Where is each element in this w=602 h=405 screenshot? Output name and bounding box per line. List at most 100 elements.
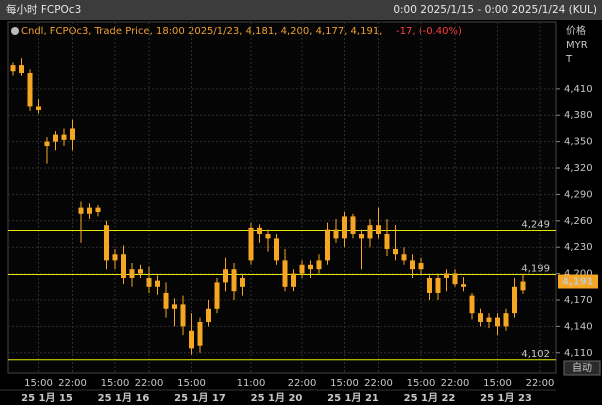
legend-text: Cndl, FCPOc3, Trade Price, 18:00 2025/1/… <box>21 26 382 37</box>
candle-body <box>95 207 101 213</box>
candle-body <box>367 225 373 239</box>
candle-body <box>469 295 475 314</box>
x-tick-label: 15:00 <box>24 378 53 389</box>
price-line-label: 4,102 <box>521 349 550 360</box>
candle-body <box>155 280 160 287</box>
date-range: 0:00 2025/1/15 - 0:00 2025/1/24 (KUL) <box>393 4 597 16</box>
candle-body <box>359 234 364 239</box>
candle-body <box>172 304 177 309</box>
plot-area <box>7 21 557 374</box>
x-tick-label: 22:00 <box>58 378 87 389</box>
price-line-label: 4,249 <box>521 219 550 230</box>
y-tick-label: 4,230 <box>564 242 593 253</box>
y-tick-label: 4,260 <box>564 216 593 227</box>
candle-body <box>333 229 339 239</box>
y-tick-label: 4,110 <box>564 348 593 359</box>
auto-button-box[interactable] <box>563 360 601 376</box>
x-tick-label: 15:00 <box>407 378 436 389</box>
candle-body <box>104 225 109 261</box>
candle-body <box>129 269 135 278</box>
y-tick-label: 4,350 <box>564 137 593 148</box>
candle-body <box>214 282 220 309</box>
candle-body <box>197 321 203 346</box>
y-tick-label: 4,290 <box>564 189 593 200</box>
candle-body <box>223 269 228 283</box>
candle-body <box>418 263 424 270</box>
candle-body <box>350 216 356 235</box>
candle-body <box>146 277 152 287</box>
x-tick-label: 22:00 <box>441 378 470 389</box>
axis-unit: 价格 <box>566 24 586 37</box>
x-tick-label: 22:00 <box>364 378 393 389</box>
y-tick-label: 4,410 <box>564 84 593 95</box>
candle-body <box>376 225 381 235</box>
candle-body <box>231 269 237 292</box>
candle-body <box>44 141 50 147</box>
candle-body <box>36 106 41 110</box>
candle-body <box>248 227 254 261</box>
candle-body <box>512 286 517 314</box>
date-label: 25 1月 21 <box>327 392 379 404</box>
x-tick-label: 15:00 <box>101 378 130 389</box>
candle-body <box>503 313 509 327</box>
candle-body <box>410 260 415 270</box>
candle-body <box>495 317 500 327</box>
y-tick-label: 4,140 <box>564 321 593 332</box>
y-tick-label: 4,380 <box>564 110 593 121</box>
date-label: 25 1月 23 <box>480 392 532 404</box>
candle-body <box>325 229 330 261</box>
candle-body <box>189 330 194 349</box>
candle-body <box>87 207 92 214</box>
candle-body <box>427 277 432 293</box>
candle-body <box>206 308 211 322</box>
candle-body <box>291 273 296 287</box>
auto-button[interactable]: 自动 <box>563 360 601 376</box>
candle-body <box>452 273 458 285</box>
candle-body <box>240 277 245 287</box>
candle-body <box>180 304 186 327</box>
candle-body <box>61 134 67 140</box>
x-tick-label: 22:00 <box>135 378 164 389</box>
candle-body <box>112 254 118 261</box>
date-label: 25 1月 22 <box>404 392 456 404</box>
candle-body <box>393 248 398 255</box>
x-tick-label: 15:00 <box>483 378 512 389</box>
axis-unit: T <box>565 54 573 65</box>
candle-body <box>163 292 169 309</box>
date-label: 25 1月 16 <box>98 392 150 404</box>
date-label: 25 1月 15 <box>21 392 73 404</box>
candle-body <box>10 65 16 72</box>
candle-body <box>478 313 483 322</box>
y-tick-label: 4,200 <box>564 269 593 280</box>
candle-body <box>342 216 347 239</box>
y-tick-label: 4,320 <box>564 163 593 174</box>
candle-body <box>19 65 24 74</box>
y-tick-label: 4,170 <box>564 295 593 306</box>
candle-body <box>70 128 75 140</box>
candle-body <box>461 284 466 287</box>
candle-body <box>78 207 84 214</box>
candle-body <box>257 227 262 235</box>
x-tick-label: 22:00 <box>288 378 317 389</box>
date-label: 25 1月 17 <box>174 392 226 404</box>
candle-body <box>138 269 143 274</box>
candle-body <box>265 234 271 239</box>
date-label: 25 1月 20 <box>251 392 303 404</box>
legend-change: -17, (-0.40%) <box>396 26 462 37</box>
candle-body <box>299 264 305 274</box>
candle-body <box>27 73 33 107</box>
last-price-label: 4,191 <box>562 277 594 288</box>
candle-body <box>401 254 407 261</box>
candle-body <box>308 264 313 270</box>
x-tick-label: 11:00 <box>237 378 266 389</box>
candle-body <box>316 260 322 270</box>
candle-body <box>435 277 441 293</box>
candle-body <box>53 134 58 142</box>
price-line-label: 4,199 <box>521 263 550 274</box>
header-bar <box>0 0 602 20</box>
chart-title: 每小时 FCPOc3 <box>6 3 81 16</box>
candles <box>10 58 526 355</box>
candle-body <box>121 254 126 278</box>
auto-button-label[interactable]: 自动 <box>572 361 592 374</box>
